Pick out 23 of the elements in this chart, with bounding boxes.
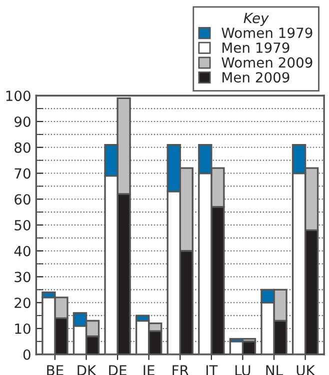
x-tick-label: FR (172, 365, 189, 375)
y-tick-label: 60 (14, 194, 30, 205)
y-tick-label: 0 (23, 349, 30, 360)
x-tick-label: IT (206, 365, 218, 375)
legend-label: Men 1979 (222, 42, 290, 53)
y-tick-label: 50 (14, 220, 30, 230)
y-tick-label: 10 (15, 323, 30, 334)
y-tick-label: 70 (14, 168, 30, 179)
y-tick-label: 80 (14, 142, 30, 153)
legend-title: Key (244, 12, 269, 26)
legend-label: Women 2009 (222, 57, 312, 68)
y-tick-label: 20 (14, 298, 30, 308)
x-tick-label: BE (47, 365, 64, 375)
x-tick-label: IE (144, 365, 154, 375)
x-tick-label: DE (109, 365, 126, 375)
y-tick-label: 90 (14, 116, 30, 127)
y-tick-label: 30 (14, 272, 30, 282)
legend-label: Women 1979 (222, 28, 312, 38)
x-tick-label: DK (78, 365, 96, 375)
x-tick-label: NL (266, 365, 283, 375)
y-tick-label: 100 (6, 90, 30, 102)
legend-label: Men 2009 (222, 72, 290, 83)
y-tick-label: 40 (14, 246, 30, 256)
